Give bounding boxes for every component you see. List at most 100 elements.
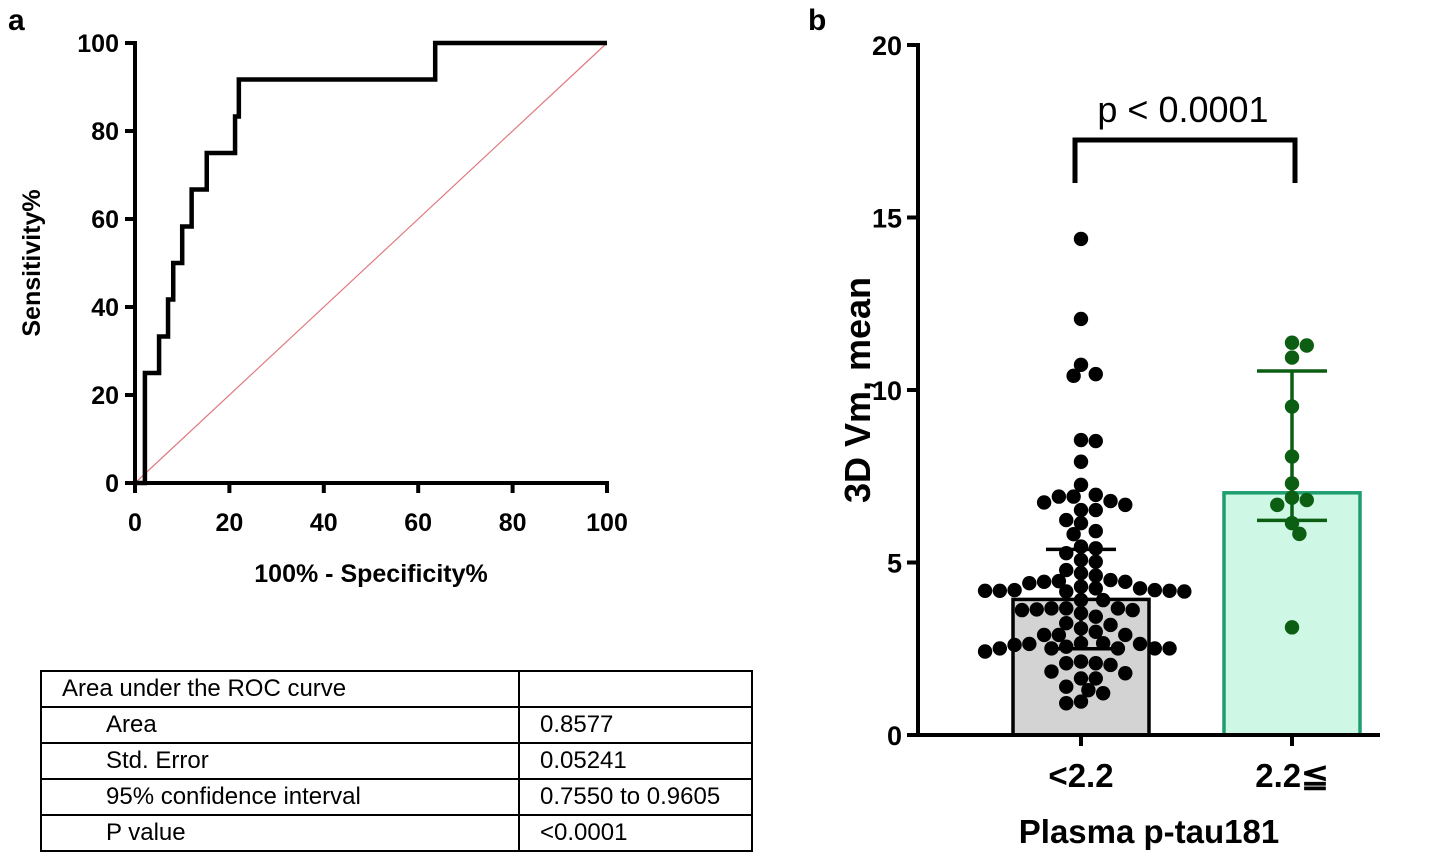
data-point [1088,568,1103,583]
data-point [1059,616,1074,631]
roc-y-tick-label: 60 [91,206,119,234]
data-point [1103,617,1118,633]
data-point [1059,679,1074,694]
roc-x-axis-title: 100% - Specificity% [254,560,487,588]
data-point [1073,357,1089,373]
data-point [1059,512,1074,528]
data-point [1132,636,1148,652]
data-point [1125,602,1140,618]
data-point [1088,671,1103,686]
data-point [1073,454,1089,469]
table-cell: Std. Error [40,742,520,780]
panel-label-a: a [8,4,25,37]
data-point [1103,657,1118,673]
roc-y-tick-label: 0 [105,470,119,498]
data-point [1059,562,1074,578]
data-point [1059,696,1074,711]
data-point [1088,433,1103,449]
data-point [1073,477,1089,493]
data-point [1088,366,1103,382]
table-cell: Area [40,706,520,744]
data-point [1095,592,1111,608]
data-point [1044,664,1059,679]
data-point [1051,627,1067,643]
bar-chart: 3D Vm, mean Plasma p-tau181 <2.2 2.2≦ p … [837,31,1380,850]
roc-y-tick-label: 40 [91,294,119,322]
data-point [1029,602,1044,617]
data-point [1036,495,1052,510]
table-cell: 0.8577 [518,706,753,744]
bar-y-tick-label: 15 [872,204,902,234]
table-cell: 95% confidence interval [40,778,520,816]
data-point [1284,620,1300,635]
data-point [1059,601,1074,616]
data-point [1118,574,1133,590]
data-point [1073,432,1089,448]
data-point [1066,489,1081,504]
data-point [992,583,1008,598]
bar-y-tick-label: 20 [872,31,902,61]
data-point [1088,624,1103,640]
data-point [1036,627,1052,643]
data-point [1162,641,1177,656]
roc-x-tick-label: 60 [404,509,432,537]
table-row: Area 0.8577 [40,706,753,744]
bar-y-tick-label: 5 [887,549,902,579]
data-point [1299,338,1314,353]
bar-x-tick-label: 2.2≦ [1255,757,1329,794]
data-point [1014,602,1030,618]
roc-curve [135,40,607,486]
bar-y-axis-title: 3D Vm, mean [837,277,878,503]
data-point [1177,584,1192,599]
data-point [1118,497,1133,513]
data-point [1066,368,1081,384]
roc-y-tick-label: 100 [77,30,119,58]
data-point [1051,573,1067,589]
table-cell [518,670,753,708]
table-cell: <0.0001 [518,814,753,852]
data-point [1292,526,1307,542]
panel-label-b: b [808,4,826,37]
data-point [1088,656,1103,671]
data-point [1088,554,1103,570]
roc-x-tick-label: 40 [310,509,338,537]
table-cell: P value [40,814,520,852]
data-point [1118,666,1133,681]
roc-x-tick-label: 20 [215,509,243,537]
data-point [1110,601,1126,616]
bar-x-axis-title: Plasma p-tau181 [1019,813,1279,850]
significance-label: p < 0.0001 [1097,89,1268,130]
data-point [992,641,1008,656]
roc-x-tick-label: 80 [499,509,527,537]
roc-y-axis-title: Sensitivity% [18,189,46,336]
data-point [1073,654,1089,669]
data-point [1284,335,1300,350]
data-point [1073,502,1089,518]
roc-chart: 100% - Specificity% Sensitivity% 0 20 40 60… [18,30,628,588]
bar [1222,491,1362,737]
data-point [1095,686,1111,701]
data-point [1088,581,1103,596]
data-point [1073,694,1089,709]
table-cell: 0.7550 to 0.9605 [518,778,753,816]
data-point [1088,487,1103,503]
data-point [1118,627,1133,643]
data-point [1088,523,1103,539]
table-cell: 0.05241 [518,742,753,780]
data-point [977,644,993,659]
data-point [1051,489,1067,504]
data-point [1103,572,1118,588]
data-point [1147,641,1163,656]
data-point [1073,671,1089,686]
table-row: Area under the ROC curve [40,670,753,708]
roc-x-tick-label: 100 [586,509,628,537]
bar-x-tick-label: <2.2 [1048,757,1113,794]
data-point [1036,574,1052,590]
data-point [1132,581,1148,596]
data-point [1022,576,1037,591]
data-point [1059,639,1074,654]
data-point [1059,584,1074,599]
table-row: Std. Error 0.05241 [40,742,753,780]
table-row: 95% confidence interval 0.7550 to 0.9605 [40,778,753,816]
